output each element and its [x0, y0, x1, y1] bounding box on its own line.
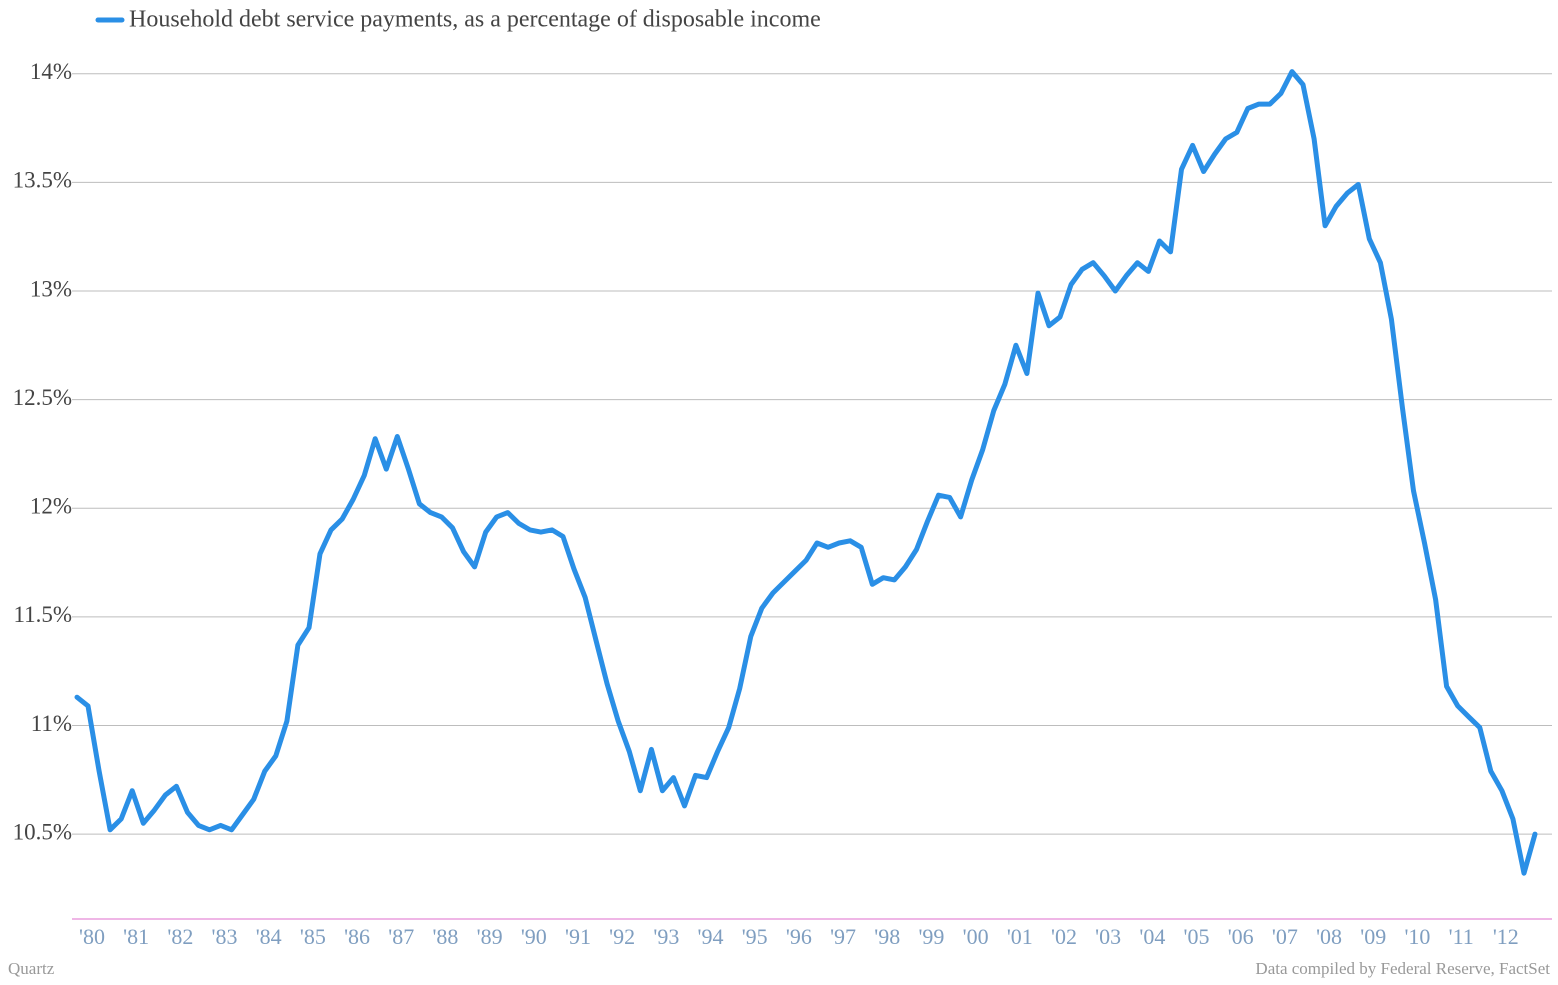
- y-tick-label: 14%: [30, 59, 72, 84]
- x-tick-label: '93: [653, 924, 679, 949]
- y-tick-label: 11.5%: [13, 602, 72, 627]
- y-tick-label: 12%: [30, 494, 72, 519]
- x-tick-label: '89: [477, 924, 503, 949]
- y-tick-label: 13.5%: [13, 168, 72, 193]
- x-tick-label: '07: [1272, 924, 1298, 949]
- x-tick-label: '01: [1007, 924, 1033, 949]
- x-tick-label: '97: [830, 924, 856, 949]
- x-tick-label: '85: [300, 924, 326, 949]
- x-tick-label: '10: [1404, 924, 1430, 949]
- x-tick-label: '88: [432, 924, 458, 949]
- x-tick-label: '04: [1139, 924, 1165, 949]
- x-tick-label: '91: [565, 924, 591, 949]
- line-series: [74, 69, 1538, 876]
- x-tick-label: '06: [1228, 924, 1254, 949]
- x-tick-label: '03: [1095, 924, 1121, 949]
- x-tick-label: '05: [1184, 924, 1210, 949]
- x-tick-label: '11: [1449, 924, 1474, 949]
- x-tick-label: '92: [609, 924, 635, 949]
- legend-label: Household debt service payments, as a pe…: [129, 7, 821, 33]
- y-tick-label: 10.5%: [13, 819, 72, 844]
- x-tick-label: '94: [698, 924, 724, 949]
- x-tick-label: '98: [874, 924, 900, 949]
- x-tick-label: '95: [742, 924, 768, 949]
- y-tick-label: 11%: [31, 711, 72, 736]
- x-tick-label: '00: [963, 924, 989, 949]
- x-tick-label: '80: [79, 924, 105, 949]
- x-tick-label: '90: [521, 924, 547, 949]
- x-tick-label: '83: [212, 924, 238, 949]
- credit: Quartz: [8, 959, 55, 978]
- x-tick-label: '84: [256, 924, 282, 949]
- x-tick-label: '08: [1316, 924, 1342, 949]
- x-tick-label: '82: [167, 924, 193, 949]
- y-tick-label: 12.5%: [13, 385, 72, 410]
- y-tick-label: 13%: [30, 276, 72, 301]
- x-tick-label: '09: [1360, 924, 1386, 949]
- x-tick-label: '81: [123, 924, 149, 949]
- x-tick-label: '02: [1051, 924, 1077, 949]
- source: Data compiled by Federal Reserve, FactSe…: [1255, 959, 1550, 978]
- x-tick-label: '96: [786, 924, 812, 949]
- x-tick-label: '12: [1493, 924, 1519, 949]
- x-tick-label: '86: [344, 924, 370, 949]
- x-tick-label: '87: [388, 924, 414, 949]
- x-tick-label: '99: [918, 924, 944, 949]
